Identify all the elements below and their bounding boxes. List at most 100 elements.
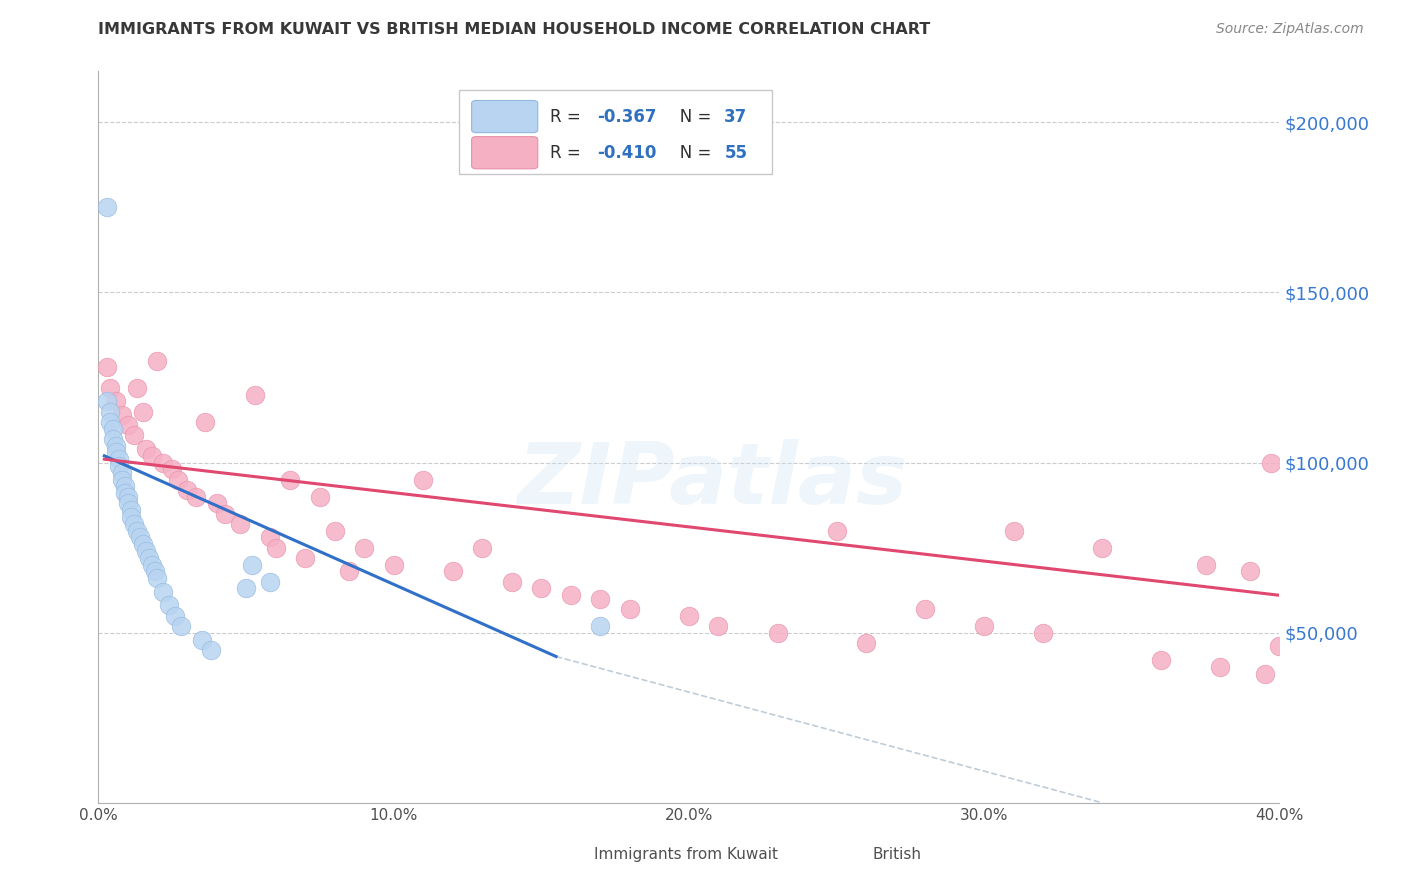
Point xyxy=(294,550,316,565)
Point xyxy=(825,524,848,538)
Point xyxy=(1268,640,1291,654)
Text: IMMIGRANTS FROM KUWAIT VS BRITISH MEDIAN HOUSEHOLD INCOME CORRELATION CHART: IMMIGRANTS FROM KUWAIT VS BRITISH MEDIAN… xyxy=(98,22,931,37)
Point xyxy=(323,524,346,538)
Point xyxy=(589,619,612,633)
Point xyxy=(111,408,134,422)
Text: 55: 55 xyxy=(724,144,748,161)
FancyBboxPatch shape xyxy=(471,101,537,133)
Point xyxy=(162,462,183,476)
Text: N =: N = xyxy=(664,144,717,161)
Point xyxy=(98,415,121,429)
Point xyxy=(855,636,877,650)
Point xyxy=(108,458,131,473)
Point xyxy=(191,632,214,647)
Point xyxy=(264,541,287,555)
Point xyxy=(309,490,332,504)
Point xyxy=(114,486,136,500)
Point xyxy=(138,550,160,565)
Point xyxy=(235,582,257,596)
Point xyxy=(157,599,180,613)
Text: British: British xyxy=(872,847,921,862)
Point xyxy=(111,473,134,487)
Point xyxy=(165,608,187,623)
Point xyxy=(530,582,553,596)
Point xyxy=(259,574,281,589)
Point xyxy=(1150,653,1173,667)
Point xyxy=(441,565,464,579)
Point xyxy=(152,585,174,599)
Point xyxy=(96,394,118,409)
Point xyxy=(240,558,263,572)
Point xyxy=(973,619,995,633)
Point xyxy=(501,574,523,589)
Point xyxy=(105,439,128,453)
Text: 37: 37 xyxy=(724,108,748,126)
Text: -0.367: -0.367 xyxy=(596,108,657,126)
Point xyxy=(141,558,163,572)
Point xyxy=(560,588,582,602)
Point xyxy=(243,387,266,401)
Point xyxy=(1002,524,1025,538)
Point xyxy=(278,473,302,487)
Point xyxy=(114,479,136,493)
Point xyxy=(1260,456,1282,470)
Point xyxy=(96,201,118,215)
Point xyxy=(678,608,700,623)
Point xyxy=(125,524,148,538)
Point xyxy=(1239,565,1261,579)
Point xyxy=(152,456,174,470)
Point xyxy=(229,516,252,531)
Point xyxy=(339,565,360,579)
Point xyxy=(98,381,121,395)
Point xyxy=(1254,666,1277,681)
Point xyxy=(471,541,494,555)
Point xyxy=(120,503,142,517)
FancyBboxPatch shape xyxy=(796,838,862,870)
Point xyxy=(135,442,157,456)
Point xyxy=(103,432,125,446)
Point xyxy=(353,541,375,555)
Point xyxy=(194,415,217,429)
Text: Source: ZipAtlas.com: Source: ZipAtlas.com xyxy=(1216,22,1364,37)
Point xyxy=(259,531,281,545)
Point xyxy=(589,591,612,606)
Point xyxy=(132,537,155,551)
Point xyxy=(132,404,155,418)
Point xyxy=(122,516,145,531)
FancyBboxPatch shape xyxy=(458,90,772,174)
Text: N =: N = xyxy=(664,108,717,126)
Text: ZIPatlas: ZIPatlas xyxy=(517,440,908,523)
Text: R =: R = xyxy=(550,144,585,161)
Point xyxy=(146,353,169,368)
Point xyxy=(167,473,190,487)
Point xyxy=(105,394,128,409)
Point xyxy=(200,642,222,657)
Point xyxy=(105,445,128,459)
Point xyxy=(125,381,148,395)
Point xyxy=(176,483,198,497)
Point xyxy=(141,449,163,463)
Point xyxy=(135,544,157,558)
Point xyxy=(128,531,150,545)
Point xyxy=(766,625,789,640)
Point xyxy=(205,496,228,510)
Point xyxy=(108,452,131,467)
Point xyxy=(1195,558,1218,572)
Text: R =: R = xyxy=(550,108,585,126)
Point xyxy=(117,496,139,510)
Point xyxy=(96,360,118,375)
Text: -0.410: -0.410 xyxy=(596,144,657,161)
Point xyxy=(120,510,142,524)
Point xyxy=(214,507,236,521)
Point xyxy=(914,602,936,616)
Point xyxy=(117,490,139,504)
FancyBboxPatch shape xyxy=(471,136,537,169)
Point xyxy=(117,418,139,433)
Point xyxy=(619,602,641,616)
Point xyxy=(184,490,207,504)
Point xyxy=(111,466,134,480)
Point xyxy=(103,421,125,435)
Point xyxy=(122,428,145,442)
FancyBboxPatch shape xyxy=(519,838,585,870)
Point xyxy=(1209,659,1232,673)
